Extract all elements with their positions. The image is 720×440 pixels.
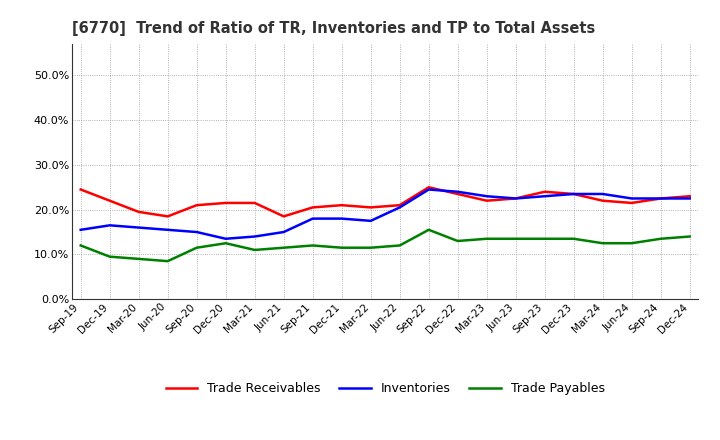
- Trade Receivables: [541, 189, 549, 194]
- Inventories: [366, 218, 375, 224]
- Trade Payables: [598, 241, 607, 246]
- Trade Payables: [511, 236, 520, 242]
- Trade Receivables: [251, 200, 259, 205]
- Line: Inventories: Inventories: [81, 190, 690, 239]
- Text: [6770]  Trend of Ratio of TR, Inventories and TP to Total Assets: [6770] Trend of Ratio of TR, Inventories…: [72, 21, 595, 36]
- Inventories: [105, 223, 114, 228]
- Inventories: [221, 236, 230, 242]
- Inventories: [308, 216, 317, 221]
- Trade Receivables: [105, 198, 114, 203]
- Trade Receivables: [685, 194, 694, 199]
- Trade Payables: [570, 236, 578, 242]
- Inventories: [163, 227, 172, 232]
- Trade Receivables: [221, 200, 230, 205]
- Inventories: [685, 196, 694, 201]
- Trade Receivables: [76, 187, 85, 192]
- Trade Payables: [395, 243, 404, 248]
- Trade Payables: [454, 238, 462, 244]
- Trade Receivables: [627, 200, 636, 205]
- Trade Receivables: [192, 202, 201, 208]
- Inventories: [338, 216, 346, 221]
- Trade Payables: [685, 234, 694, 239]
- Trade Payables: [541, 236, 549, 242]
- Inventories: [482, 194, 491, 199]
- Trade Payables: [366, 245, 375, 250]
- Trade Payables: [163, 259, 172, 264]
- Legend: Trade Receivables, Inventories, Trade Payables: Trade Receivables, Inventories, Trade Pa…: [161, 377, 610, 400]
- Trade Payables: [482, 236, 491, 242]
- Line: Trade Payables: Trade Payables: [81, 230, 690, 261]
- Inventories: [135, 225, 143, 230]
- Inventories: [627, 196, 636, 201]
- Trade Receivables: [482, 198, 491, 203]
- Inventories: [598, 191, 607, 197]
- Trade Payables: [105, 254, 114, 259]
- Trade Receivables: [570, 191, 578, 197]
- Trade Receivables: [424, 185, 433, 190]
- Inventories: [395, 205, 404, 210]
- Inventories: [76, 227, 85, 232]
- Trade Receivables: [511, 196, 520, 201]
- Trade Payables: [192, 245, 201, 250]
- Trade Receivables: [454, 191, 462, 197]
- Inventories: [541, 194, 549, 199]
- Trade Receivables: [657, 196, 665, 201]
- Inventories: [251, 234, 259, 239]
- Trade Receivables: [135, 209, 143, 215]
- Inventories: [424, 187, 433, 192]
- Inventories: [279, 229, 288, 235]
- Trade Payables: [135, 256, 143, 261]
- Trade Receivables: [308, 205, 317, 210]
- Trade Payables: [76, 243, 85, 248]
- Trade Receivables: [338, 202, 346, 208]
- Line: Trade Receivables: Trade Receivables: [81, 187, 690, 216]
- Inventories: [192, 229, 201, 235]
- Trade Payables: [279, 245, 288, 250]
- Trade Payables: [221, 241, 230, 246]
- Trade Payables: [627, 241, 636, 246]
- Inventories: [454, 189, 462, 194]
- Trade Receivables: [395, 202, 404, 208]
- Trade Receivables: [598, 198, 607, 203]
- Trade Payables: [251, 247, 259, 253]
- Trade Payables: [657, 236, 665, 242]
- Inventories: [511, 196, 520, 201]
- Trade Payables: [338, 245, 346, 250]
- Trade Receivables: [279, 214, 288, 219]
- Inventories: [570, 191, 578, 197]
- Trade Receivables: [366, 205, 375, 210]
- Inventories: [657, 196, 665, 201]
- Trade Receivables: [163, 214, 172, 219]
- Trade Payables: [424, 227, 433, 232]
- Trade Payables: [308, 243, 317, 248]
